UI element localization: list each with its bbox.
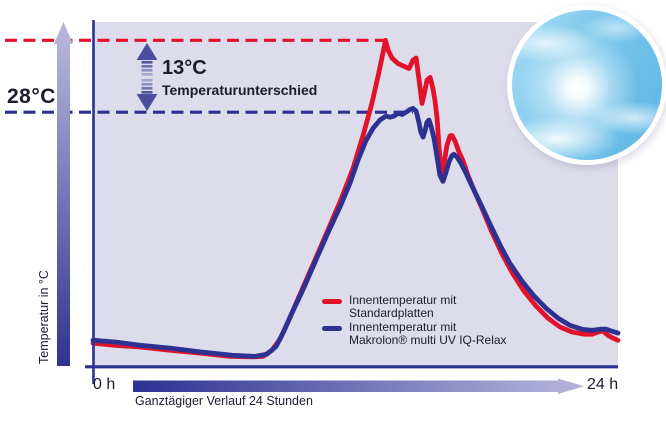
x-tick-start: 0 h [93,376,116,393]
x-axis-gradient-arrow [133,378,584,394]
blue-curve-makrolon [90,106,621,359]
legend: Innentemperatur mit Standardplatten Inne… [322,294,507,348]
y-axis-title: Temperatur in °C [37,270,51,364]
legend-label: Innentemperatur mit Makrolon® multi UV I… [349,320,507,347]
legend-item-makrolon: Innentemperatur mit Makrolon® multi UV I… [322,321,507,347]
difference-text-label: Temperaturunterschied [162,82,318,98]
red-line-swatch [322,299,342,304]
y-reference-label-28c: 28°C [7,85,56,108]
legend-label: Innentemperatur mit Standardplatten [349,293,457,320]
x-tick-end: 24 h [587,376,619,393]
difference-value-label: 13°C [162,57,207,79]
sun-sky-icon [507,5,666,165]
y-axis-gradient-arrow [54,22,73,366]
legend-item-standardplatten: Innentemperatur mit Standardplatten [322,294,507,320]
blue-line-swatch [322,326,342,331]
x-axis-caption: Ganztägiger Verlauf 24 Stunden [135,394,313,408]
temperature-difference-arrow-icon [136,43,158,111]
